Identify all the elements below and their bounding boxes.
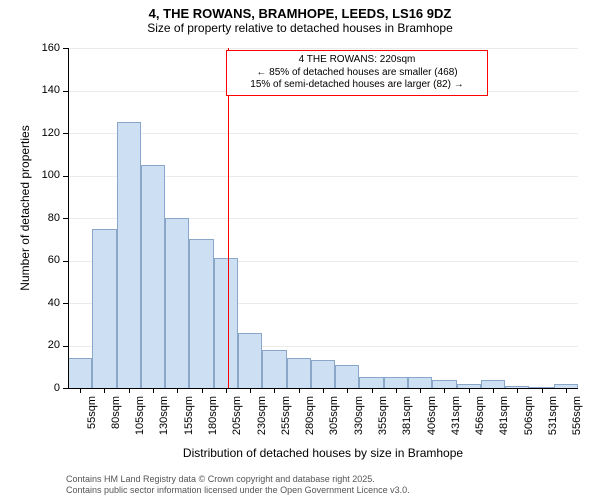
chart-title: 4, THE ROWANS, BRAMHOPE, LEEDS, LS16 9DZ — [0, 6, 600, 21]
annotation-line: 15% of semi-detached houses are larger (… — [230, 79, 484, 92]
x-tick-label: 55sqm — [86, 396, 98, 429]
histogram-bar — [311, 360, 335, 388]
histogram-bar — [335, 365, 359, 388]
x-tick-label: 205sqm — [231, 396, 243, 435]
reference-line — [228, 48, 229, 388]
x-tick-label: 431sqm — [450, 396, 462, 435]
x-tick-label: 130sqm — [159, 396, 171, 435]
histogram-bar — [68, 358, 92, 388]
y-tick-label: 20 — [30, 339, 60, 351]
grid-line — [68, 48, 578, 49]
histogram-bar — [384, 377, 408, 388]
x-tick-label: 255sqm — [280, 396, 292, 435]
x-tick-label: 355sqm — [377, 396, 389, 435]
x-tick-label: 531sqm — [547, 396, 559, 435]
y-tick-label: 40 — [30, 297, 60, 309]
annotation-line: 4 THE ROWANS: 220sqm — [230, 54, 484, 67]
histogram-bar — [238, 333, 262, 388]
histogram-bar — [262, 350, 286, 388]
x-tick-label: 280sqm — [304, 396, 316, 435]
x-tick-label: 305sqm — [329, 396, 341, 435]
title-block: 4, THE ROWANS, BRAMHOPE, LEEDS, LS16 9DZ… — [0, 6, 600, 35]
chart-container: 4, THE ROWANS, BRAMHOPE, LEEDS, LS16 9DZ… — [0, 0, 600, 500]
histogram-bar — [92, 229, 116, 388]
x-tick-label: 180sqm — [207, 396, 219, 435]
x-tick-label: 481sqm — [499, 396, 511, 435]
footer-line: Contains public sector information licen… — [66, 485, 600, 496]
histogram-bar — [214, 258, 238, 388]
y-tick-label: 60 — [30, 254, 60, 266]
x-tick-label: 80sqm — [110, 396, 122, 429]
x-tick-label: 456sqm — [474, 396, 486, 435]
histogram-bar — [408, 377, 432, 388]
histogram-bar — [117, 122, 141, 388]
histogram-bar — [359, 377, 383, 388]
x-tick-label: 381sqm — [401, 396, 413, 435]
annotation-line: ← 85% of detached houses are smaller (46… — [230, 67, 484, 80]
x-tick-label: 556sqm — [571, 396, 583, 435]
histogram-bar — [141, 165, 165, 388]
y-axis-label: Number of detached properties — [18, 98, 32, 318]
annotation-box: 4 THE ROWANS: 220sqm← 85% of detached ho… — [226, 50, 488, 96]
x-tick-label: 230sqm — [256, 396, 268, 435]
x-tick-label: 406sqm — [426, 396, 438, 435]
histogram-bar — [481, 380, 505, 389]
histogram-bar — [432, 380, 456, 389]
grid-line — [68, 133, 578, 134]
chart-subtitle: Size of property relative to detached ho… — [0, 21, 600, 35]
y-tick-label: 120 — [30, 127, 60, 139]
histogram-bar — [287, 358, 311, 388]
y-tick-label: 160 — [30, 42, 60, 54]
footer-credits: Contains HM Land Registry data © Crown c… — [66, 474, 600, 497]
y-tick-label: 140 — [30, 84, 60, 96]
plot-area: 02040608010012014016055sqm80sqm105sqm130… — [68, 48, 578, 388]
x-axis-label: Distribution of detached houses by size … — [68, 446, 578, 460]
x-tick-label: 506sqm — [523, 396, 535, 435]
x-tick-label: 330sqm — [353, 396, 365, 435]
x-tick-label: 105sqm — [134, 396, 146, 435]
x-tick-label: 155sqm — [183, 396, 195, 435]
histogram-bar — [189, 239, 213, 388]
x-axis — [68, 388, 578, 389]
histogram-bar — [165, 218, 189, 388]
footer-line: Contains HM Land Registry data © Crown c… — [66, 474, 600, 485]
y-tick-label: 100 — [30, 169, 60, 181]
y-tick-label: 80 — [30, 212, 60, 224]
y-tick-label: 0 — [30, 382, 60, 394]
y-axis — [68, 48, 69, 388]
